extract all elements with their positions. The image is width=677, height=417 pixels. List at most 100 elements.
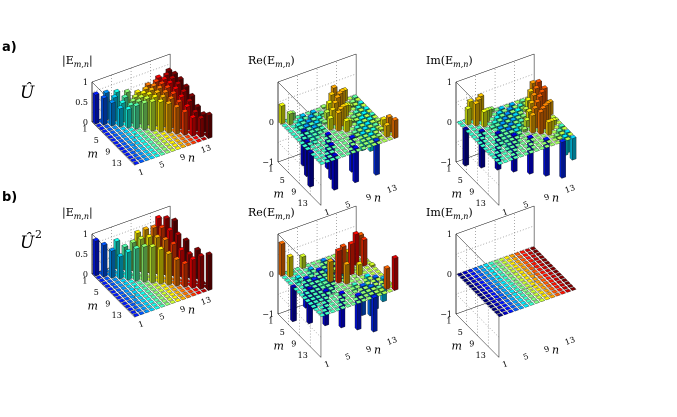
bar — [136, 288, 144, 293]
bar — [468, 284, 475, 289]
bar — [495, 290, 502, 295]
bar — [308, 121, 315, 126]
bar — [498, 148, 506, 153]
bar — [343, 261, 351, 285]
bar — [166, 145, 174, 150]
bar — [165, 100, 173, 134]
bar — [501, 311, 509, 316]
bar — [545, 291, 553, 296]
bar — [339, 153, 347, 158]
bar — [179, 296, 187, 301]
bar — [520, 273, 528, 278]
bar — [489, 284, 497, 289]
bar — [517, 270, 525, 275]
bar — [161, 146, 168, 151]
bar — [308, 281, 316, 286]
bar — [528, 266, 536, 271]
bar — [364, 280, 372, 285]
bar — [118, 146, 126, 151]
bar — [540, 141, 548, 146]
bar — [169, 147, 176, 152]
bar — [329, 157, 336, 162]
bar — [176, 133, 184, 138]
bar — [307, 149, 315, 188]
bar — [563, 281, 571, 286]
bar — [325, 139, 333, 144]
bar — [532, 256, 540, 261]
bar — [124, 248, 132, 281]
bar — [488, 116, 496, 121]
bars — [92, 67, 213, 166]
bar — [535, 295, 543, 300]
bar — [559, 138, 567, 179]
bar — [461, 270, 469, 275]
bar — [561, 285, 569, 290]
bar — [157, 136, 165, 141]
bar — [297, 277, 305, 282]
bar — [357, 135, 364, 140]
bar — [383, 122, 391, 139]
bar — [503, 298, 511, 303]
bar — [318, 161, 326, 166]
bar — [485, 149, 493, 154]
bar — [320, 300, 328, 305]
bar — [278, 102, 286, 125]
bar — [351, 289, 359, 294]
z-tick-label: 1 — [447, 78, 452, 87]
panel-title: Im(Em,n) — [426, 54, 473, 69]
bar — [116, 105, 124, 128]
bar — [529, 137, 537, 142]
bar — [316, 130, 324, 135]
bar — [161, 298, 168, 303]
bar — [373, 289, 380, 294]
bar — [354, 284, 361, 289]
bar — [131, 290, 138, 295]
bar — [543, 288, 550, 293]
bar — [316, 122, 323, 127]
bar — [298, 133, 305, 138]
bar — [343, 136, 351, 141]
bar — [529, 112, 537, 134]
bar — [522, 252, 529, 258]
bar — [323, 159, 331, 164]
y-axis-label: n — [552, 191, 559, 204]
x-axis-label: m — [451, 340, 461, 353]
bar — [335, 109, 342, 132]
bar — [516, 290, 524, 295]
bar — [490, 147, 498, 152]
bar — [299, 253, 307, 270]
bar — [487, 289, 494, 294]
bar — [120, 293, 128, 298]
bar — [508, 296, 516, 301]
bar — [527, 142, 535, 147]
bar — [184, 134, 192, 139]
bar — [292, 286, 300, 291]
n-tick-label: 9 — [365, 192, 373, 202]
bar — [467, 268, 474, 273]
bar — [555, 120, 563, 125]
x-axis-label: m — [451, 188, 461, 201]
n-tick-label: 5 — [522, 200, 530, 210]
bar — [514, 142, 521, 148]
bar — [125, 291, 133, 296]
bar — [128, 294, 136, 299]
bar — [512, 120, 520, 125]
bar — [490, 299, 498, 304]
y-axis-label: n — [188, 151, 195, 164]
x-axis-label: m — [273, 188, 283, 201]
bar — [548, 294, 556, 299]
bar — [155, 141, 163, 146]
bar — [187, 289, 194, 294]
bar — [469, 271, 477, 276]
m-tick-label: 1 — [268, 316, 273, 325]
bar — [462, 278, 470, 283]
bar — [350, 274, 358, 279]
bar — [526, 286, 534, 291]
bar — [532, 292, 540, 297]
bar — [569, 134, 577, 161]
n-tick-label: 13 — [386, 183, 399, 195]
bar — [143, 281, 151, 286]
bar — [490, 112, 498, 117]
